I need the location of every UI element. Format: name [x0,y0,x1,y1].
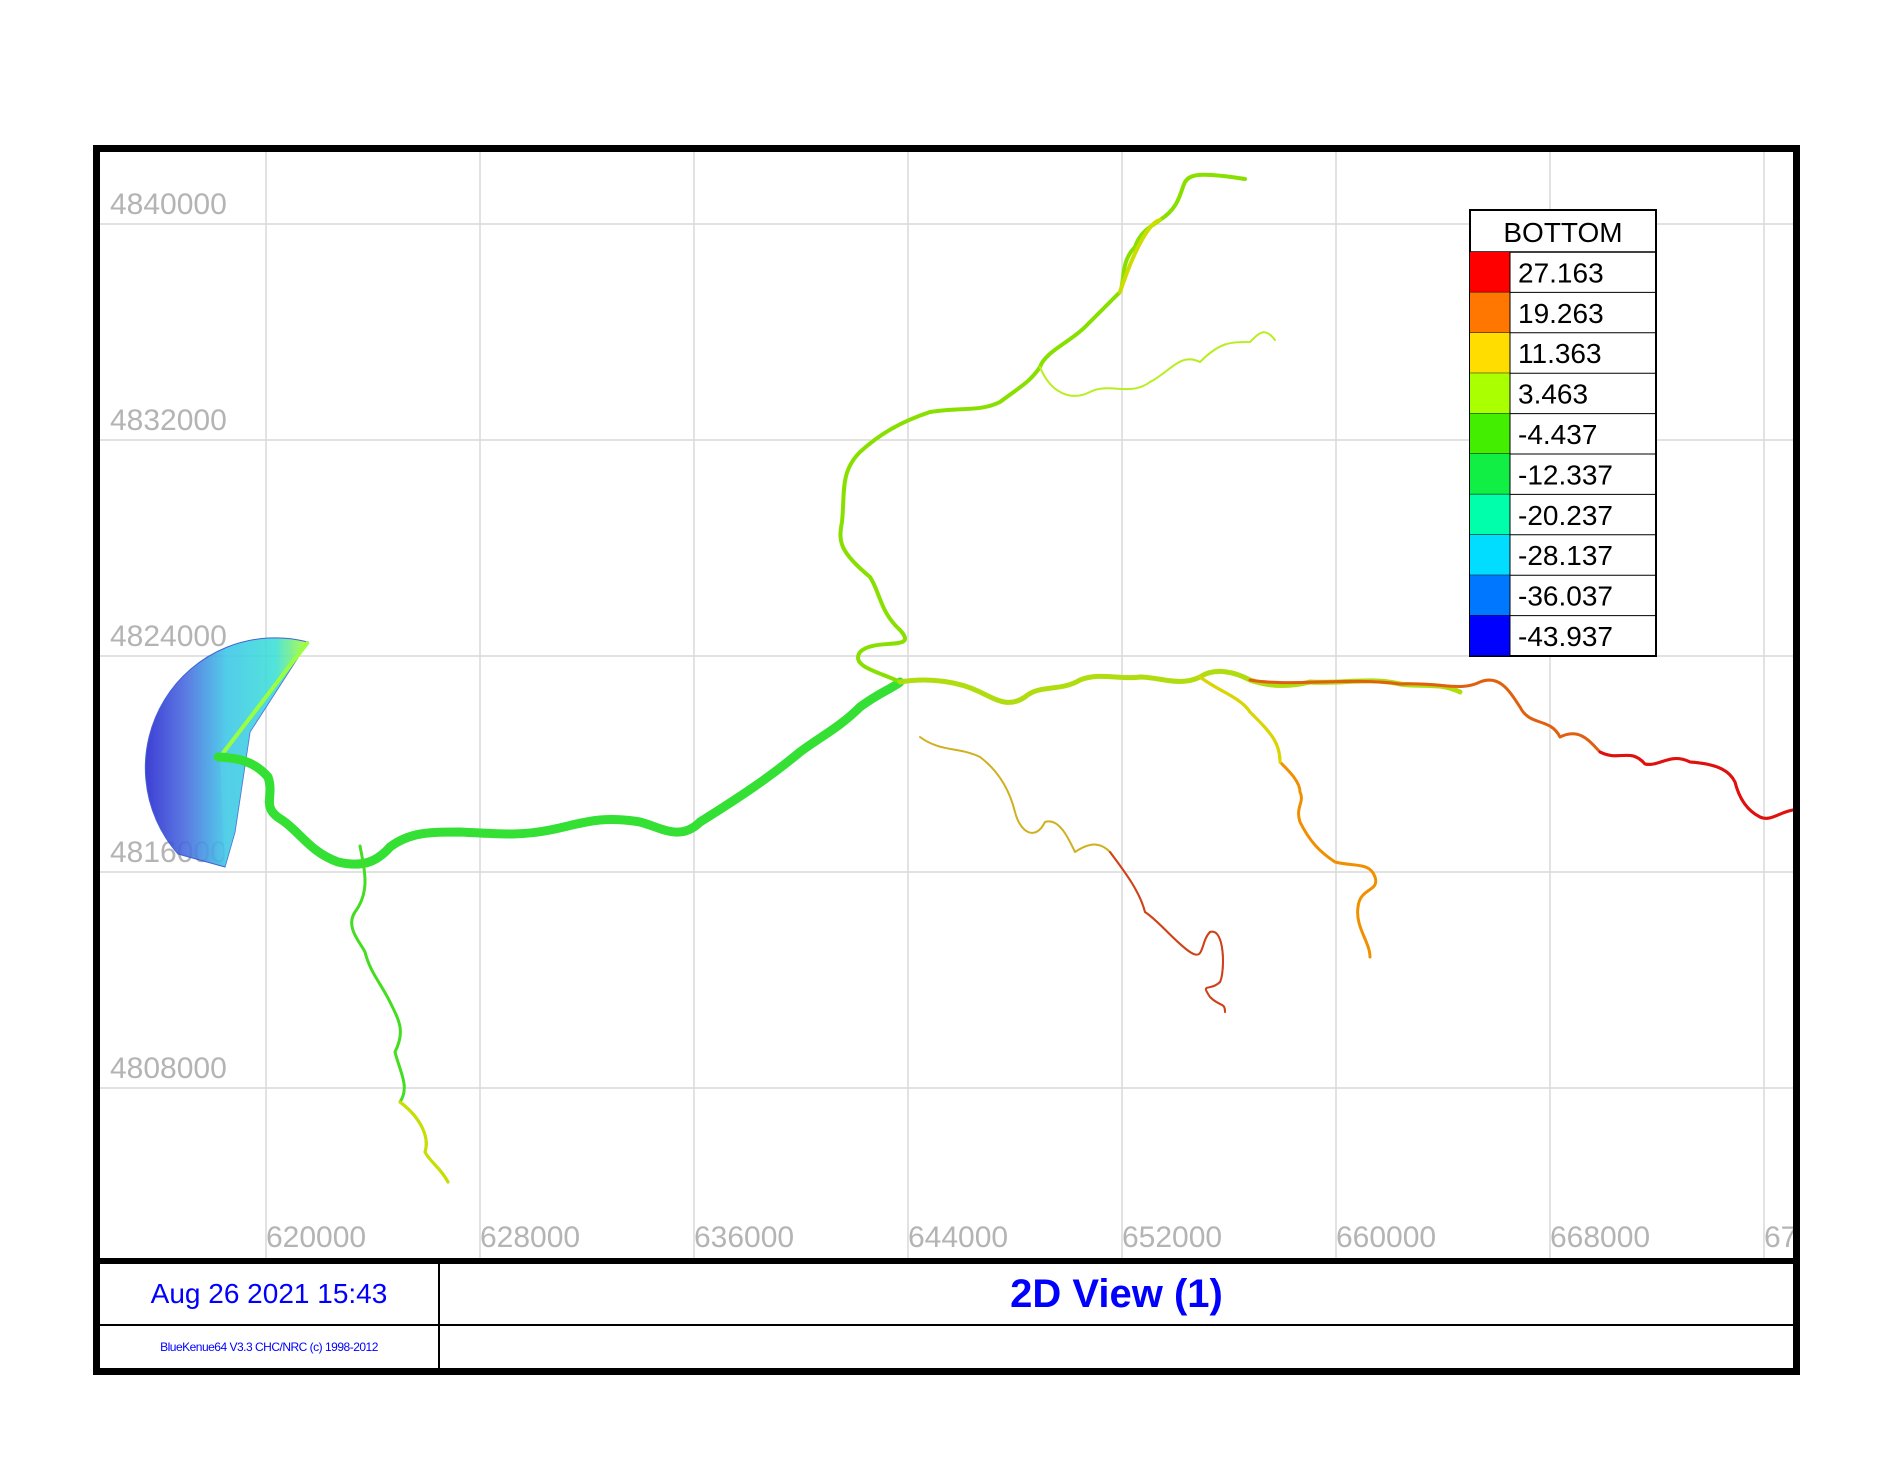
map-canvas[interactable]: 4840000 4832000 4824000 4816000 4808000 [100,152,1793,1258]
central-tributary-lower [1109,851,1226,1013]
x-tick-label: 660000 [1336,1221,1436,1254]
x-tick-label: 652000 [1122,1221,1222,1254]
central-tributary [919,736,1226,1013]
legend-value: -12.337 [1518,459,1613,490]
legend: BOTTOM 27.163 19.263 11.363 3.463 -4.437 -12.… [1469,209,1657,657]
timestamp: Aug 26 2021 15:43 [100,1264,440,1326]
map-view[interactable]: 4840000 4832000 4824000 4816000 4808000 [100,152,1793,1258]
legend-value: 11.363 [1518,338,1602,369]
east-channel-red [1598,750,1793,820]
x-tick-label: 668000 [1550,1221,1650,1254]
east-channel [897,668,1463,705]
legend-value: -4.437 [1518,419,1597,450]
plot-frame: 4840000 4832000 4824000 4816000 4808000 [93,145,1800,1375]
x-tick-label: 676000 [1764,1221,1793,1254]
legend-swatch [1470,534,1510,576]
northeast-tributary [1039,331,1276,397]
east-channel-upper [1248,678,1793,820]
legend-swatch [1470,252,1510,293]
legend-value: -36.037 [1518,581,1613,612]
title-block: Aug 26 2021 15:43 2D View (1) BlueKenue6… [100,1258,1793,1368]
legend-value: 27.163 [1518,257,1604,288]
north-channel-upper [1118,218,1162,294]
legend-swatch [1470,332,1510,374]
north-channel [838,172,1247,684]
legend-swatch [1470,373,1510,414]
y-tick-label: 4840000 [110,188,227,221]
legend-swatch [1470,615,1510,656]
legend-value: -28.137 [1518,540,1613,571]
southeast-tributary [1198,675,1378,959]
southwest-tributary-lower [398,1100,450,1184]
x-tick-label: 636000 [694,1221,794,1254]
x-tick-labels: 620000 628000 636000 644000 652000 66000… [266,1221,1793,1254]
title-block-empty-cell [440,1326,1793,1368]
y-tick-label: 4824000 [110,620,227,653]
x-tick-label: 620000 [266,1221,366,1254]
legend-swatch [1470,413,1510,454]
legend-swatch [1470,494,1510,535]
main-channel [213,677,905,869]
version-credit: BlueKenue64 V3.3 CHC/NRC (c) 1998-2012 [100,1326,440,1368]
legend-value: -20.237 [1518,500,1613,531]
x-tick-label: 644000 [908,1221,1008,1254]
legend-swatch [1470,454,1510,495]
river-network [213,172,1793,1184]
x-tick-label: 628000 [480,1221,580,1254]
legend-title: BOTTOM [1503,217,1622,248]
southwest-tributary [350,844,450,1184]
legend-swatch [1470,575,1510,616]
estuary-mesh [144,637,310,868]
y-tick-label: 4832000 [110,404,227,437]
view-title: 2D View (1) [440,1264,1793,1326]
y-tick-label: 4808000 [110,1052,227,1085]
legend-value: 3.463 [1518,379,1588,410]
legend-value: 19.263 [1518,298,1604,329]
legend-swatch [1470,292,1510,333]
legend-value: -43.937 [1518,621,1613,652]
southeast-tributary-upper [1198,675,1282,764]
y-tick-labels: 4840000 4832000 4824000 4816000 4808000 [110,188,227,1085]
